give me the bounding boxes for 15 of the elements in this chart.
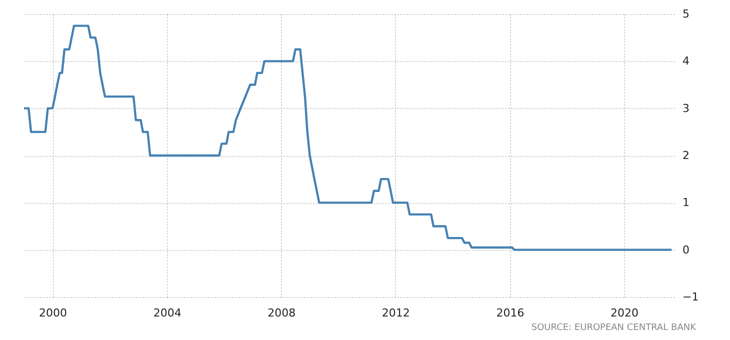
source-note: SOURCE: EUROPEAN CENTRAL BANK: [531, 323, 698, 333]
x-tick-label: 2004: [153, 306, 182, 320]
y-tick-label: 0: [682, 243, 690, 256]
y-tick-label: 2: [682, 149, 690, 162]
y-tick-label: 4: [682, 54, 690, 68]
y-tick-label: −1: [682, 290, 699, 304]
y-tick-label: 1: [682, 196, 690, 210]
x-tick-label: 2020: [610, 306, 639, 320]
x-tick-label: 2016: [496, 306, 524, 320]
x-tick-label: 2008: [268, 306, 296, 320]
x-tick-label: 2012: [382, 306, 410, 320]
line-series: [22, 24, 673, 251]
y-tick-label: 3: [682, 102, 690, 115]
y-tick-label: 5: [682, 8, 690, 20]
x-tick-label: 2000: [39, 306, 68, 320]
